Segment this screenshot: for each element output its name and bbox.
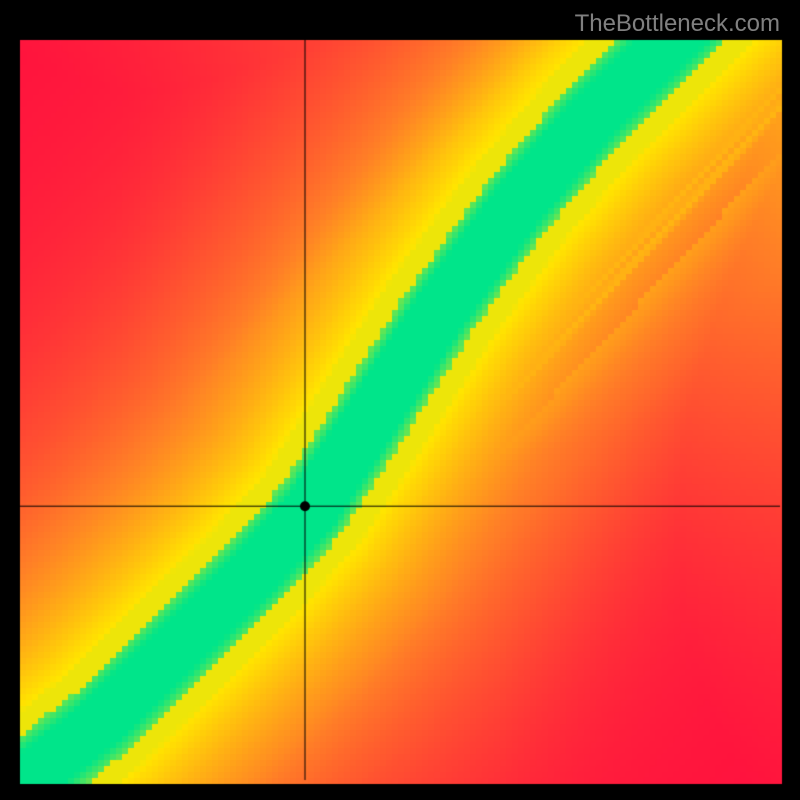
watermark-text: TheBottleneck.com xyxy=(575,10,780,38)
chart-container: TheBottleneck.com xyxy=(0,0,800,800)
heatmap-canvas xyxy=(0,0,800,800)
heatmap-canvas-wrap xyxy=(0,0,800,800)
